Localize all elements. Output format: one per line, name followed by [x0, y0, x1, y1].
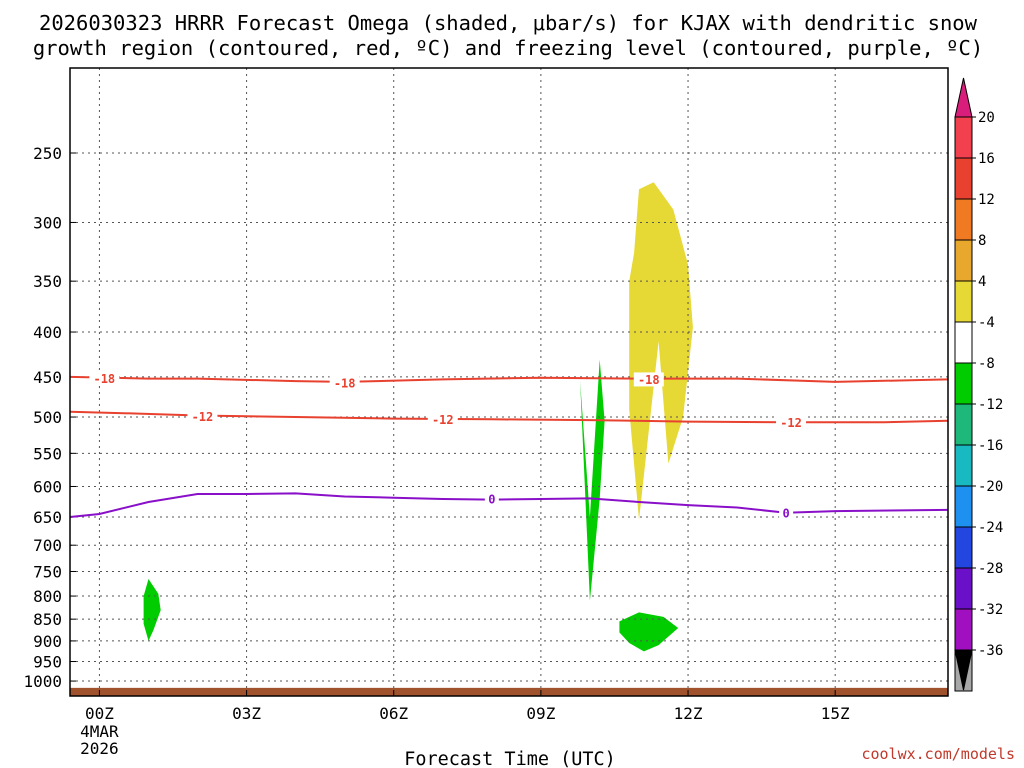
y-tick-label-500: 500: [33, 408, 62, 427]
contour-label-bg-minus-12-0: [187, 409, 218, 424]
colorbar-segment-12: [954, 608, 973, 651]
x-tick-label-03Z: 03Z: [232, 704, 261, 723]
x-tick-year: 2026: [80, 739, 119, 758]
contour-label-bg-minus-18-1: [329, 375, 360, 390]
contour-label-freezing-0-0: 0: [488, 492, 495, 506]
x-tick-label-12Z: 12Z: [674, 704, 703, 723]
contour-label-minus-12-2: -12: [780, 416, 802, 430]
colorbar-label-11: -28: [978, 561, 1003, 577]
colorbar-segment-6: [954, 362, 973, 405]
colorbar-label-2: 12: [978, 192, 995, 208]
colorbar-segment-2: [954, 198, 973, 241]
colorbar-label-12: -32: [978, 602, 1003, 618]
contour-label-bg-minus-18-0: [89, 371, 120, 386]
omega-region-yellow-upper: [629, 182, 693, 520]
contour-label-freezing-0-1: 0: [783, 506, 790, 520]
plot-area: 250 300 350 400 450 500 550 600 650 700 750 800 850 9…: [23, 67, 949, 758]
omega-colorbar: 20 16 12 8 4 -4 -8 -12 -16 -20 -24 -28 -32 -36: [954, 77, 1003, 692]
x-tick-label-06Z: 06Z: [379, 704, 408, 723]
contour-label-bg-minus-12-2: [776, 415, 807, 430]
colorbar-segment-4: [954, 280, 973, 323]
contour-label-bg-minus-12-1: [427, 412, 458, 427]
y-tick-label-850: 850: [33, 610, 62, 629]
y-tick-label-700: 700: [33, 536, 62, 555]
colorbar-segment-8: [954, 444, 973, 487]
omega-region-green-low-left: [143, 579, 161, 641]
colorbar-label-6: -8: [978, 356, 995, 372]
colorbar-segment-11: [954, 567, 973, 610]
contour-label-bg-freezing-0-0: [484, 491, 499, 506]
omega-region-green-low-right: [619, 612, 679, 652]
x-axis-label: Forecast Time (UTC): [404, 749, 616, 768]
colorbar-label-1: 16: [978, 151, 995, 167]
contour-label-minus-18-2: -18: [638, 373, 660, 387]
x-tick-label-15Z: 15Z: [821, 704, 850, 723]
colorbar-label-3: 8: [978, 233, 986, 249]
contour-label-minus-18-0: -18: [93, 372, 115, 386]
x-tick-label-09Z: 09Z: [526, 704, 555, 723]
colorbar-label-10: -24: [978, 520, 1003, 536]
y-tick-label-300: 300: [33, 213, 62, 232]
y-tick-label-550: 550: [33, 444, 62, 463]
colorbar-segment-10: [954, 526, 973, 569]
y-tick-label-950: 950: [33, 653, 62, 672]
colorbar-segment-0: [954, 116, 973, 159]
y-tick-label-900: 900: [33, 632, 62, 651]
x-tick-label-00Z: 00Z: [85, 704, 114, 723]
omega-region-green-mid: [580, 359, 605, 601]
plot-frame: [69, 67, 949, 697]
contour-label-minus-18-1: -18: [334, 376, 356, 390]
colorbar-bottom-arrow: [954, 649, 973, 691]
contour-label-bg-freezing-0-1: [779, 505, 794, 520]
colorbar-segment-9: [954, 485, 973, 528]
y-tick-label-650: 650: [33, 508, 62, 527]
colorbar-segment-3: [954, 239, 973, 282]
x-tick-date: 4MAR: [80, 722, 119, 741]
colorbar-segment-5: [954, 321, 973, 364]
colorbar-label-5: -4: [978, 315, 995, 331]
chart-title-line1: 2026030323 HRRR Forecast Omega (shaded, …: [39, 11, 978, 35]
colorbar-label-13: -36: [978, 643, 1003, 659]
y-tick-label-1000: 1000: [23, 672, 62, 691]
colorbar-segment-7: [954, 403, 973, 446]
y-tick-label-400: 400: [33, 323, 62, 342]
credit-text: coolwx.com/models: [861, 745, 1015, 763]
colorbar-label-9: -20: [978, 479, 1003, 495]
y-tick-label-250: 250: [33, 144, 62, 163]
y-tick-label-600: 600: [33, 477, 62, 496]
colorbar-label-0: 20: [978, 110, 995, 126]
y-tick-label-350: 350: [33, 272, 62, 291]
colorbar-label-7: -12: [978, 397, 1003, 413]
y-tick-label-450: 450: [33, 368, 62, 387]
contour-line-freezing-0: [69, 492, 949, 518]
y-tick-label-750: 750: [33, 562, 62, 581]
colorbar-segment-1: [954, 157, 973, 200]
colorbar-top-arrow: [954, 77, 973, 118]
contour-label-minus-12-1: -12: [432, 413, 454, 427]
colorbar-label-8: -16: [978, 438, 1003, 454]
contour-label-minus-12-0: -12: [192, 410, 214, 424]
chart-title-line2: growth region (contoured, red, ºC) and f…: [33, 36, 983, 60]
y-tick-label-800: 800: [33, 587, 62, 606]
contour-line-minus-12: [69, 410, 949, 424]
contour-line-minus-18: [69, 375, 949, 383]
contour-label-bg-minus-18-2: [633, 372, 664, 387]
ground-band: [70, 687, 948, 696]
colorbar-label-4: 4: [978, 274, 986, 290]
